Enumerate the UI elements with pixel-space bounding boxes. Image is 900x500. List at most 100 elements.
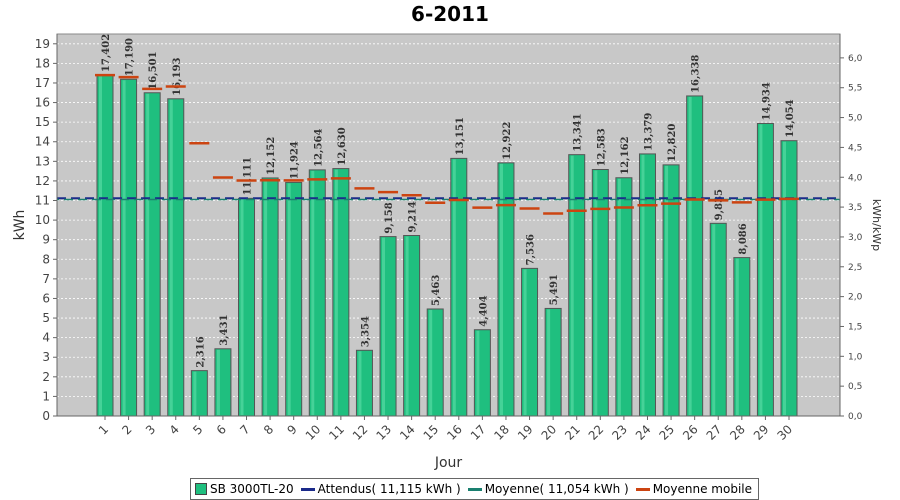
y2-tick-label: 4,0 [848, 173, 863, 183]
y2-axis-title: kWh/kWp [870, 199, 883, 251]
x-tick-label: 13 [373, 422, 394, 443]
bar-value-label: 17,190 [125, 38, 136, 76]
x-tick-label: 15 [421, 422, 442, 443]
y-tick-label: 17 [35, 76, 50, 90]
bar-highlight [193, 371, 197, 415]
y2-tick-label: 3,5 [848, 203, 862, 213]
x-tick-label: 19 [515, 422, 536, 443]
legend-label-series: SB 3000TL-20 [210, 482, 294, 496]
y2-tick-label: 0,5 [848, 382, 862, 392]
y-tick-label: 19 [35, 37, 50, 51]
bar-highlight [405, 236, 409, 415]
y2-tick-label: 2,5 [848, 263, 862, 273]
x-tick-label: 27 [704, 422, 725, 443]
y-tick-label: 11 [35, 194, 50, 208]
bar-value-label: 8,086 [738, 223, 749, 254]
y-tick-label: 3 [42, 350, 50, 364]
legend-label-average: Moyenne( 11,054 kWh ) [484, 482, 629, 496]
bar-highlight [429, 309, 433, 415]
bar-highlight [712, 224, 716, 415]
bar-value-label: 12,583 [596, 128, 607, 166]
x-tick-label: 28 [727, 422, 748, 443]
x-tick-label: 16 [444, 422, 465, 443]
bar-value-label: 4,404 [478, 295, 489, 326]
bar-value-label: 12,820 [667, 124, 678, 162]
y-tick-label: 15 [35, 115, 50, 129]
y-tick-label: 8 [42, 252, 50, 266]
bar-value-label: 14,054 [785, 99, 796, 137]
legend-swatch-average [467, 487, 482, 491]
bar-highlight [783, 141, 786, 416]
x-tick-label: 24 [633, 422, 654, 443]
legend-item-series: SB 3000TL-20 [195, 482, 294, 496]
x-tick-label: 3 [143, 422, 158, 437]
bar-highlight [547, 309, 551, 415]
bar-highlight [334, 169, 338, 415]
bar-highlight [476, 330, 480, 415]
bar-highlight [499, 163, 503, 415]
bar-value-label: 13,341 [573, 113, 584, 151]
bar-value-label: 17,402 [101, 34, 112, 72]
y2-tick-label: 3,0 [848, 233, 863, 243]
x-tick-label: 6 [214, 422, 229, 437]
x-tick-label: 14 [397, 422, 418, 443]
bar-highlight [594, 170, 598, 415]
y2-tick-label: 4,5 [848, 143, 862, 153]
y-tick-label: 14 [35, 135, 50, 149]
bar-highlight [216, 349, 220, 415]
bar-highlight [617, 178, 621, 415]
y-tick-label: 7 [42, 272, 50, 286]
bar-highlight [570, 155, 574, 415]
bar-highlight [264, 178, 268, 415]
bar-value-label: 14,934 [761, 82, 772, 120]
x-tick-label: 2 [119, 422, 134, 437]
legend-item-moving-average: Moyenne mobile [635, 482, 752, 496]
x-tick-label: 7 [237, 422, 252, 437]
bar-highlight [641, 154, 645, 415]
y-tick-label: 9 [42, 233, 50, 247]
bar-value-label: 13,379 [643, 113, 654, 151]
y-tick-label: 4 [42, 331, 50, 345]
x-tick-label: 11 [326, 422, 347, 443]
x-tick-label: 22 [586, 422, 607, 443]
bar-highlight [311, 170, 315, 415]
plot-background [56, 33, 841, 417]
bar-highlight [146, 93, 150, 416]
legend-swatch-series [195, 483, 207, 495]
bar-value-label: 16,338 [691, 55, 702, 93]
x-tick-label: 29 [751, 422, 772, 443]
bar-highlight [358, 351, 362, 415]
bar-value-label: 12,922 [502, 122, 513, 160]
y2-tick-label: 5,5 [848, 84, 862, 94]
y-tick-label: 6 [42, 291, 50, 305]
bar-highlight [688, 96, 692, 415]
bar-value-label: 5,463 [431, 275, 442, 306]
y-tick-label: 12 [35, 174, 50, 188]
y-tick-label: 10 [35, 213, 50, 227]
bar-value-label: 3,431 [219, 314, 230, 345]
x-tick-label: 21 [562, 422, 583, 443]
x-axis-title: Jour [434, 455, 463, 471]
x-tick-label: 20 [539, 422, 560, 443]
bar-value-label: 16,501 [148, 51, 159, 89]
x-tick-label: 17 [468, 422, 489, 443]
x-tick-label: 5 [190, 422, 205, 437]
legend-label-moving-average: Moyenne mobile [652, 482, 752, 496]
y2-tick-label: 0,0 [848, 412, 863, 422]
x-tick-label: 4 [167, 422, 182, 437]
bar-highlight [169, 99, 173, 416]
bar-value-label: 7,536 [526, 234, 537, 265]
legend-swatch-moving-average [635, 487, 650, 491]
bar-value-label: 9,214 [408, 201, 419, 232]
bar-value-label: 9,158 [384, 202, 395, 233]
y2-tick-label: 1,5 [848, 322, 862, 332]
legend-swatch-expected [300, 487, 315, 491]
y-tick-label: 2 [42, 370, 50, 384]
x-tick-label: 12 [350, 422, 371, 443]
bar-highlight [240, 199, 244, 415]
bar-value-label: 12,162 [620, 136, 631, 174]
y2-tick-label: 6,0 [848, 54, 863, 64]
bar-highlight [452, 159, 456, 415]
bar-value-label: 12,564 [313, 129, 324, 167]
